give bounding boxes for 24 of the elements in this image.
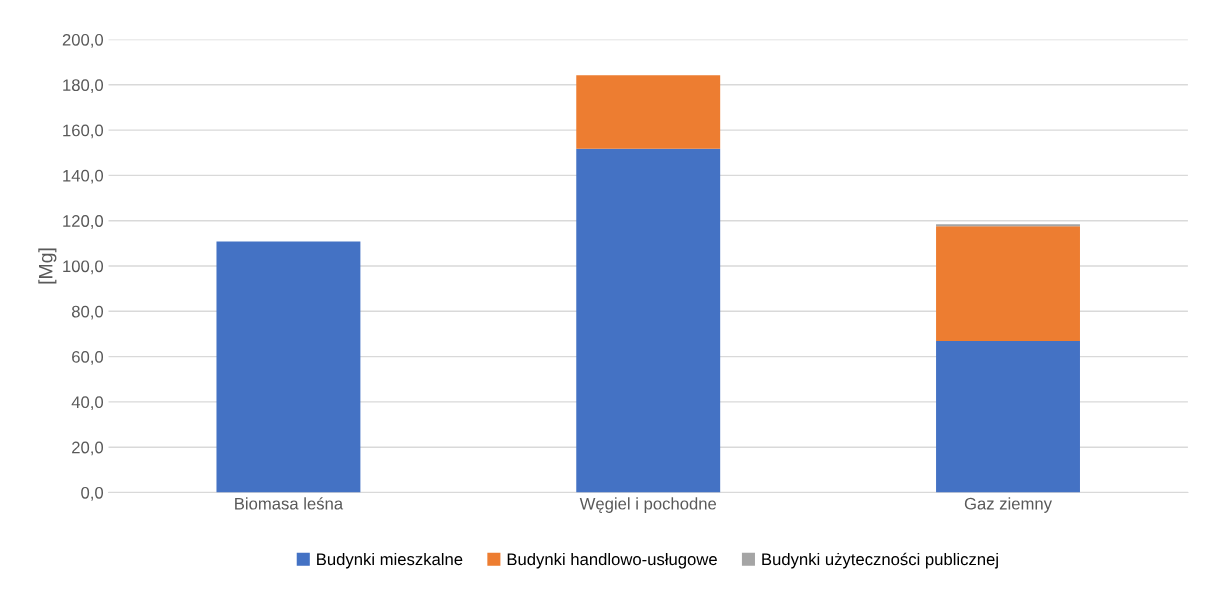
y-tick-label: 60,0: [72, 350, 104, 365]
bar: [936, 340, 1080, 493]
legend-label: Budynki użyteczności publicznej: [762, 552, 998, 569]
y-tick-label: 200,0: [62, 33, 104, 48]
y-tick-label: 160,0: [63, 124, 104, 139]
y-tick-label: 40,0: [71, 396, 104, 411]
y-tick-label: 0,0: [81, 486, 104, 501]
bar: [936, 226, 1080, 341]
legend-label: Budynki handlowo-usługowe: [507, 552, 717, 569]
y-tick-label: 180,0: [63, 79, 104, 93]
y-tick-label: 80,0: [71, 305, 104, 320]
y-tick-label: 20,0: [72, 441, 104, 456]
bar: [576, 148, 721, 493]
legend-label: Budynki mieszkalne: [317, 552, 463, 569]
x-tick-label: Biomasa leśna: [235, 497, 344, 510]
y-tick-label: 100,0: [63, 260, 104, 275]
y-axis-title: [Mg]: [38, 248, 57, 284]
y-tick-label: 120,0: [63, 215, 104, 229]
y-tick-label: 140,0: [63, 169, 104, 184]
bar: [936, 224, 1080, 227]
x-tick-label: Węgiel i pochodne: [579, 497, 717, 513]
bar: [216, 241, 361, 493]
bar: [576, 75, 721, 149]
x-tick-label: Gaz ziemny: [964, 497, 1052, 513]
